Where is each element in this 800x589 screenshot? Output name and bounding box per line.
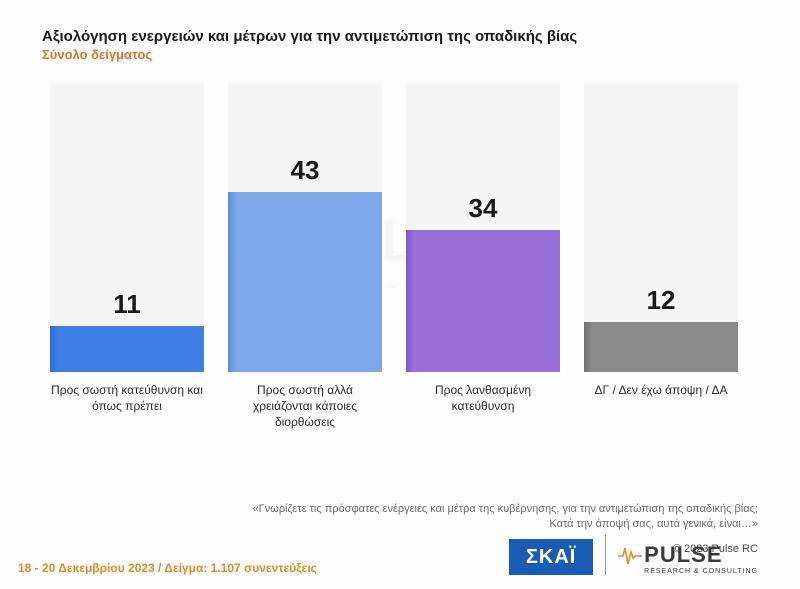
- bar-edge-gradient: [406, 230, 414, 372]
- category-label: Προς σωστή αλλά χρειάζονται κάποιες διορ…: [228, 382, 382, 431]
- bar-edge-gradient: [584, 322, 592, 372]
- survey-question: «Γνωρίζετε τις πρόσφατες ενέργειες και μ…: [42, 502, 758, 533]
- bar-rect: [584, 322, 738, 372]
- pulse-logo-sub: RESEARCH & CONSULTING: [618, 568, 758, 575]
- category-label: ΔΓ / Δεν έχω άποψη / ΔΑ: [584, 382, 738, 398]
- bar-rect: [50, 326, 204, 372]
- bar-value-label: 11: [113, 289, 141, 320]
- bar-column: 11: [50, 289, 204, 372]
- bar-column: 34: [406, 193, 560, 372]
- bar-chart: 11 43 34 12: [42, 82, 758, 372]
- survey-meta: 18 - 20 Δεκεμβρίου 2023 / Δείγμα: 1.107 …: [18, 561, 317, 575]
- bar-column: 43: [228, 155, 382, 372]
- skai-logo: ΣΚΑΪ: [509, 539, 593, 575]
- chart-subtitle: Σύνολο δείγματος: [42, 47, 758, 62]
- bar-edge-gradient: [228, 192, 236, 372]
- category-labels-row: Προς σωστή κατεύθυνση και όπως πρέπει Προ…: [42, 382, 758, 440]
- bar-rect: [228, 192, 382, 372]
- pulse-wave-icon: [618, 544, 642, 566]
- question-line-1: «Γνωρίζετε τις πρόσφατες ενέργειες και μ…: [253, 503, 758, 515]
- logo-divider: [605, 535, 606, 575]
- footer: 18 - 20 Δεκεμβρίου 2023 / Δείγμα: 1.107 …: [0, 535, 800, 575]
- category-label: Προς σωστή κατεύθυνση και όπως πρέπει: [50, 382, 204, 414]
- bar-column: 12: [584, 285, 738, 372]
- logos: ΣΚΑΪ PULSE RESEARCH & CONSULTING: [509, 535, 758, 575]
- pulse-logo: PULSE RESEARCH & CONSULTING: [618, 544, 758, 575]
- bar-value-label: 43: [291, 155, 320, 186]
- chart-title: Αξιολόγηση ενεργειών και μέτρων για την …: [42, 28, 758, 45]
- bar-rect: [406, 230, 560, 372]
- pulse-logo-label: PULSE: [644, 542, 722, 567]
- pulse-logo-text: PULSE: [618, 544, 722, 566]
- bar-edge-gradient: [50, 326, 58, 372]
- bar-value-label: 12: [647, 285, 676, 316]
- question-line-2: Κατά την άποψή σας, αυτά γενικά, είναι…»: [549, 518, 758, 530]
- chart-card: PULSE RESEARCH & CONSULTING Αξιολόγηση ε…: [0, 0, 800, 589]
- category-label: Προς λανθασμένη κατεύθυνση: [406, 382, 560, 414]
- bar-value-label: 34: [469, 193, 498, 224]
